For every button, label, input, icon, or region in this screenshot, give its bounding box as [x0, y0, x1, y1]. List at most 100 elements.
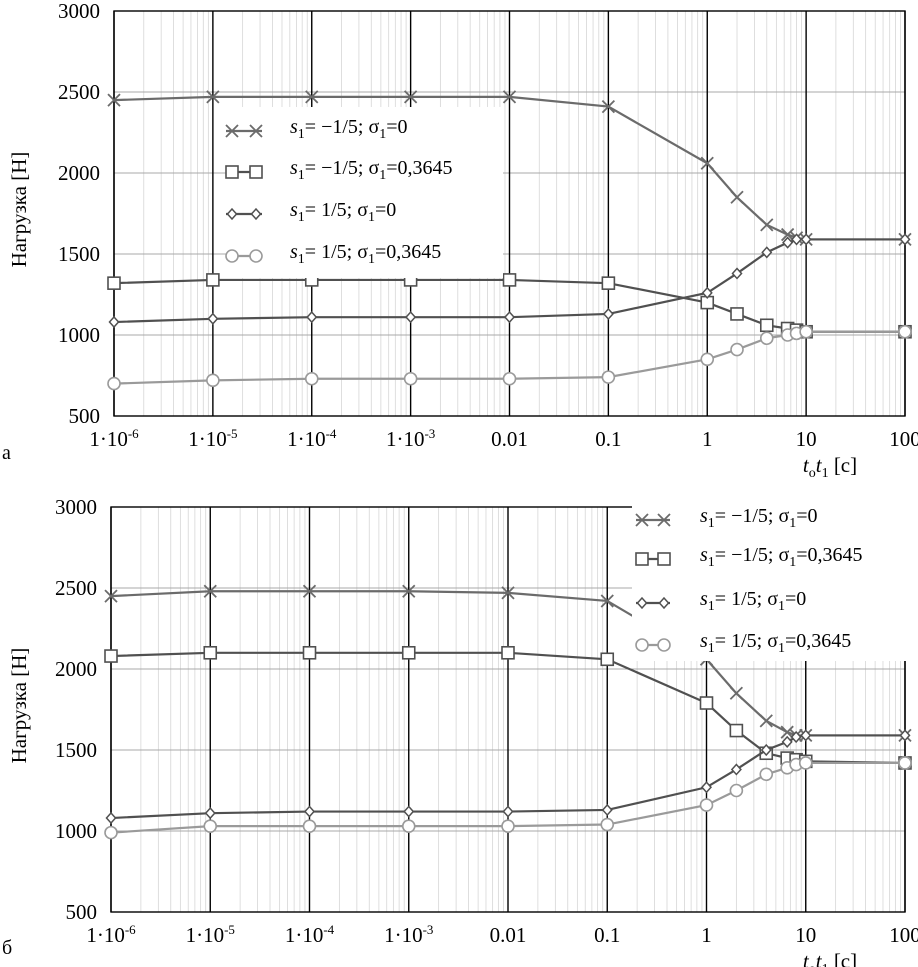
- legend-marker: [636, 596, 648, 610]
- data-point: [401, 645, 416, 660]
- y-tick-label: 2500: [55, 576, 97, 600]
- legend-marker: [635, 638, 649, 652]
- data-point: [600, 817, 615, 832]
- data-point: [899, 233, 911, 246]
- legend-marker: [657, 638, 671, 652]
- legend-marker: [226, 207, 238, 221]
- data-point: [730, 763, 742, 776]
- y-tick-label: 3000: [58, 0, 100, 23]
- legend-box: [632, 499, 915, 661]
- y-tick-label: 2000: [55, 657, 97, 681]
- data-point: [503, 311, 516, 324]
- data-point: [104, 589, 118, 603]
- legend-label: s1= −1/5; σ1=0,3645: [290, 157, 453, 183]
- legend-marker: [657, 552, 671, 566]
- data-point: [602, 307, 614, 321]
- data-point: [730, 307, 744, 321]
- data-point: [759, 318, 774, 333]
- data-point: [699, 696, 714, 710]
- x-tick-label: 1·10-4: [285, 922, 335, 947]
- x-tick-label: 0.01: [490, 923, 527, 947]
- legend-label: s1= −1/5; σ1=0,3645: [700, 544, 863, 570]
- y-axis-label: Нагрузка [Н]: [7, 648, 31, 764]
- x-tick-label: 0.1: [594, 923, 620, 947]
- data-point: [207, 312, 219, 325]
- data-point: [781, 735, 793, 749]
- data-point: [600, 594, 614, 608]
- legend-box: [226, 107, 503, 278]
- legend-marker: [249, 249, 263, 263]
- data-point: [302, 584, 317, 598]
- data-point: [700, 352, 715, 367]
- x-axis-label: tot1 [c]: [803, 453, 857, 481]
- legend: s1= −1/5; σ1=0 s1= −1/5; σ1=0,3645 s1= 1/5…: [632, 499, 915, 661]
- data-point: [898, 324, 912, 339]
- y-axis-label: Нагрузка [Н]: [7, 152, 31, 268]
- data-point: [780, 725, 794, 739]
- legend-label: s1= −1/5; σ1=0: [290, 116, 408, 142]
- data-point: [700, 781, 713, 794]
- data-point: [601, 276, 616, 290]
- data-point: [104, 649, 118, 663]
- y-tick-label: 3000: [55, 495, 97, 519]
- data-point: [729, 686, 744, 700]
- data-point: [701, 286, 713, 300]
- legend-marker: [657, 513, 671, 527]
- data-point: [501, 645, 515, 660]
- x-tick-label: 1·10-3: [386, 426, 435, 451]
- data-point: [403, 371, 418, 386]
- data-point: [105, 811, 117, 825]
- data-point: [601, 803, 613, 817]
- x-tick-label: 10: [796, 427, 817, 451]
- data-point: [761, 246, 773, 259]
- legend-marker: [225, 124, 239, 138]
- data-point: [898, 756, 912, 770]
- data-point: [502, 273, 517, 287]
- data-point: [729, 723, 744, 738]
- data-point: [899, 729, 911, 742]
- data-point: [600, 652, 615, 667]
- data-point: [782, 236, 794, 249]
- x-tick-label: 1·10-5: [186, 922, 235, 947]
- data-point: [502, 371, 517, 386]
- series-3: [107, 324, 912, 391]
- data-point: [731, 267, 743, 280]
- data-point: [107, 93, 121, 107]
- legend-marker: [225, 165, 239, 179]
- data-point: [800, 233, 812, 246]
- data-point: [302, 645, 317, 660]
- data-point: [303, 805, 316, 818]
- data-point: [206, 90, 220, 104]
- data-point: [760, 218, 774, 232]
- x-tick-label: 1·10-5: [188, 426, 237, 451]
- legend-marker: [249, 165, 263, 179]
- data-point: [601, 99, 616, 114]
- x-tick-label: 1·10-4: [287, 426, 337, 451]
- y-tick-label: 1500: [58, 242, 100, 266]
- legend: s1= −1/5; σ1=0 s1= −1/5; σ1=0,3645 s1= 1/5…: [225, 107, 503, 278]
- data-point: [402, 584, 416, 598]
- data-point: [501, 586, 515, 600]
- legend-label: s1= 1/5; σ1=0,3645: [700, 630, 851, 656]
- y-tick-label: 2000: [58, 161, 100, 185]
- data-point: [206, 273, 220, 287]
- data-point: [104, 825, 118, 840]
- data-point: [798, 756, 813, 770]
- data-point: [401, 819, 416, 833]
- legend-label: s1= 1/5; σ1=0: [700, 588, 806, 614]
- data-point: [204, 807, 216, 820]
- data-point: [403, 805, 415, 818]
- data-point: [780, 227, 795, 242]
- data-point: [502, 805, 514, 818]
- data-point: [791, 233, 803, 246]
- chart-panel-b: 500 1000 1500 2000 2500 3000 1·10-6 1·10-5 1·10-…: [7, 495, 918, 967]
- chart-panel-a: 500 1000 1500 2000 2500 3000 1·10-6 1·10-5 1·10-…: [7, 0, 918, 481]
- series-2: [105, 729, 911, 825]
- data-point: [306, 311, 318, 324]
- legend-marker: [225, 249, 239, 263]
- data-point: [304, 371, 319, 386]
- data-point: [107, 376, 121, 391]
- data-point: [700, 156, 714, 170]
- x-tick-label: 100: [889, 427, 918, 451]
